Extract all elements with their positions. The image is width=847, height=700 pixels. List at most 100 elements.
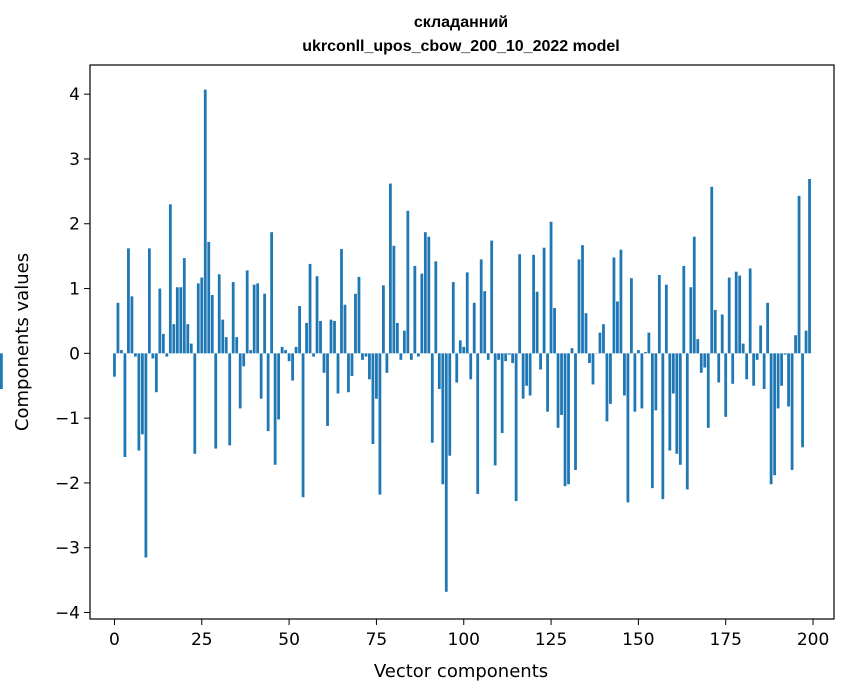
bar: [780, 353, 783, 385]
bar: [434, 261, 437, 353]
bar: [714, 310, 717, 353]
bar: [445, 353, 448, 591]
bar: [808, 179, 811, 353]
bar: [483, 291, 486, 353]
bar: [742, 344, 745, 354]
bar: [319, 321, 322, 353]
bar: [588, 353, 591, 363]
y-tick-label: −2: [55, 474, 80, 494]
bar: [309, 264, 312, 353]
bar: [413, 266, 416, 353]
bar: [805, 331, 808, 354]
bar: [452, 282, 455, 353]
bar: [326, 353, 329, 426]
bar: [214, 353, 217, 448]
bar: [522, 353, 525, 398]
bar: [497, 353, 500, 359]
bar: [539, 353, 542, 369]
bar: [745, 353, 748, 379]
bar: [267, 353, 270, 431]
bar: [204, 90, 207, 354]
bar: [620, 250, 623, 354]
bar: [672, 353, 675, 393]
bar: [668, 353, 671, 450]
x-tick-label: 50: [278, 630, 300, 650]
bar: [756, 353, 759, 359]
bar: [284, 350, 287, 353]
bar: [127, 248, 130, 353]
bar: [256, 283, 259, 353]
bar: [120, 350, 123, 353]
bar: [124, 353, 127, 457]
bar: [630, 278, 633, 353]
bar: [176, 287, 179, 353]
bar: [661, 353, 664, 499]
bar: [717, 353, 720, 382]
bar: [686, 353, 689, 489]
bar: [172, 324, 175, 353]
x-axis-label: Vector components: [374, 661, 548, 682]
bar: [298, 306, 301, 353]
bar: [333, 321, 336, 353]
bar: [501, 353, 504, 433]
x-tick-label: 100: [448, 630, 480, 650]
bar: [581, 245, 584, 353]
bar: [637, 350, 640, 353]
bar: [138, 353, 141, 450]
bar: [679, 353, 682, 464]
bar: [728, 278, 731, 354]
bar: [494, 353, 497, 465]
bar: [675, 353, 678, 453]
y-tick-label: −1: [55, 409, 80, 429]
bar: [253, 285, 256, 354]
bar: [260, 353, 263, 398]
bar: [410, 353, 413, 359]
bar: [571, 348, 574, 353]
bar: [396, 323, 399, 353]
bar: [113, 353, 116, 376]
bar: [703, 353, 706, 367]
bar: [651, 353, 654, 488]
bar: [141, 353, 144, 434]
bar: [441, 353, 444, 484]
bar: [417, 353, 420, 356]
bar: [207, 242, 210, 353]
bar: [281, 347, 284, 353]
bar: [0, 353, 3, 389]
bar: [190, 344, 193, 354]
bar: [515, 353, 518, 501]
bar: [658, 275, 661, 353]
bar: [536, 292, 539, 354]
bar: [403, 331, 406, 354]
bar: [288, 353, 291, 361]
bar: [609, 353, 612, 404]
bar: [358, 277, 361, 353]
bar: [518, 254, 521, 353]
bar: [183, 258, 186, 353]
bar: [574, 353, 577, 470]
bar: [557, 353, 560, 428]
bar: [337, 353, 340, 393]
bar: [766, 303, 769, 354]
x-tick-label: 0: [109, 630, 120, 650]
bar: [291, 353, 294, 380]
bar: [801, 353, 804, 447]
bar: [221, 320, 224, 354]
bar: [682, 266, 685, 353]
bar: [155, 353, 158, 392]
chart-title-line-2: ukrconll_upos_cbow_200_10_2022 model: [302, 38, 619, 55]
bar: [270, 232, 273, 353]
bar: [330, 320, 333, 354]
bar: [431, 353, 434, 442]
bar: [347, 353, 350, 392]
bar: [235, 337, 238, 353]
bar: [466, 272, 469, 353]
bar: [696, 339, 699, 353]
bar: [749, 268, 752, 353]
bar: [644, 352, 647, 353]
bar: [525, 353, 528, 385]
y-axis-label: Components values: [12, 253, 33, 431]
bar: [462, 347, 465, 353]
bar: [553, 308, 556, 353]
